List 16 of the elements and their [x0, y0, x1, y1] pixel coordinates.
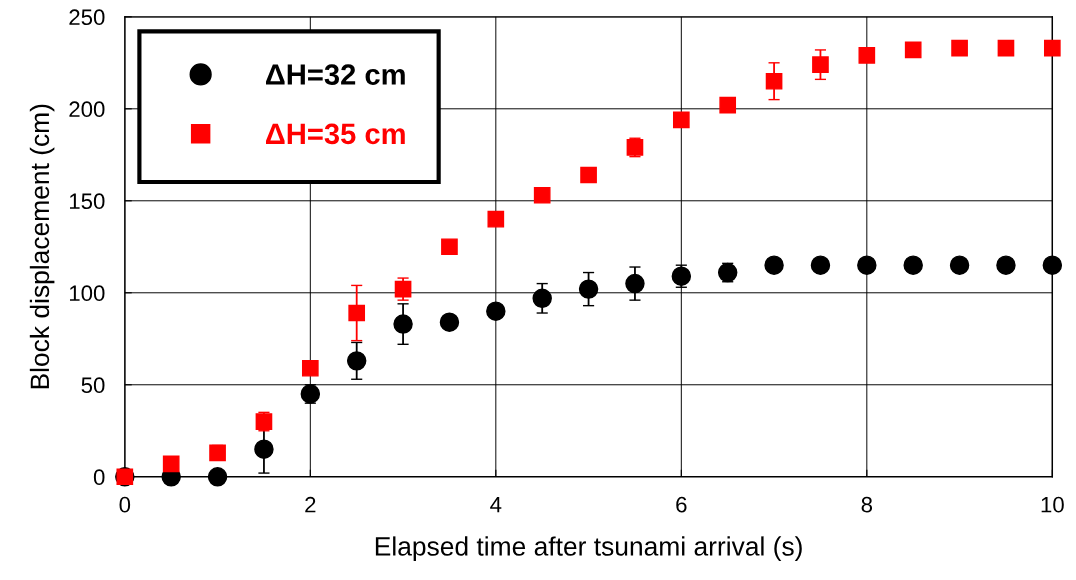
x-tick-label: 10	[1041, 496, 1064, 513]
y-tick-label: 0	[93, 469, 105, 486]
legend-label: ΔH=35 cm	[266, 123, 405, 145]
x-tick-label: 8	[861, 496, 873, 513]
y-tick-label: 250	[69, 9, 105, 26]
y-tick-label: 200	[69, 101, 105, 118]
y-tick-label: 50	[81, 377, 105, 394]
y-tick-label: 100	[69, 285, 105, 302]
x-tick-label: 6	[676, 496, 687, 513]
x-tick-label: 4	[490, 497, 502, 513]
y-axis-title: Block displacement (cm)	[29, 104, 55, 389]
x-axis-title: Elapsed time after tsunami arrival (s)	[375, 536, 802, 561]
y-tick-label: 150	[69, 193, 105, 210]
legend-label: ΔH=32 cm	[266, 64, 405, 85]
x-tick-label: 0	[119, 496, 131, 513]
x-tick-label: 2	[305, 496, 316, 513]
